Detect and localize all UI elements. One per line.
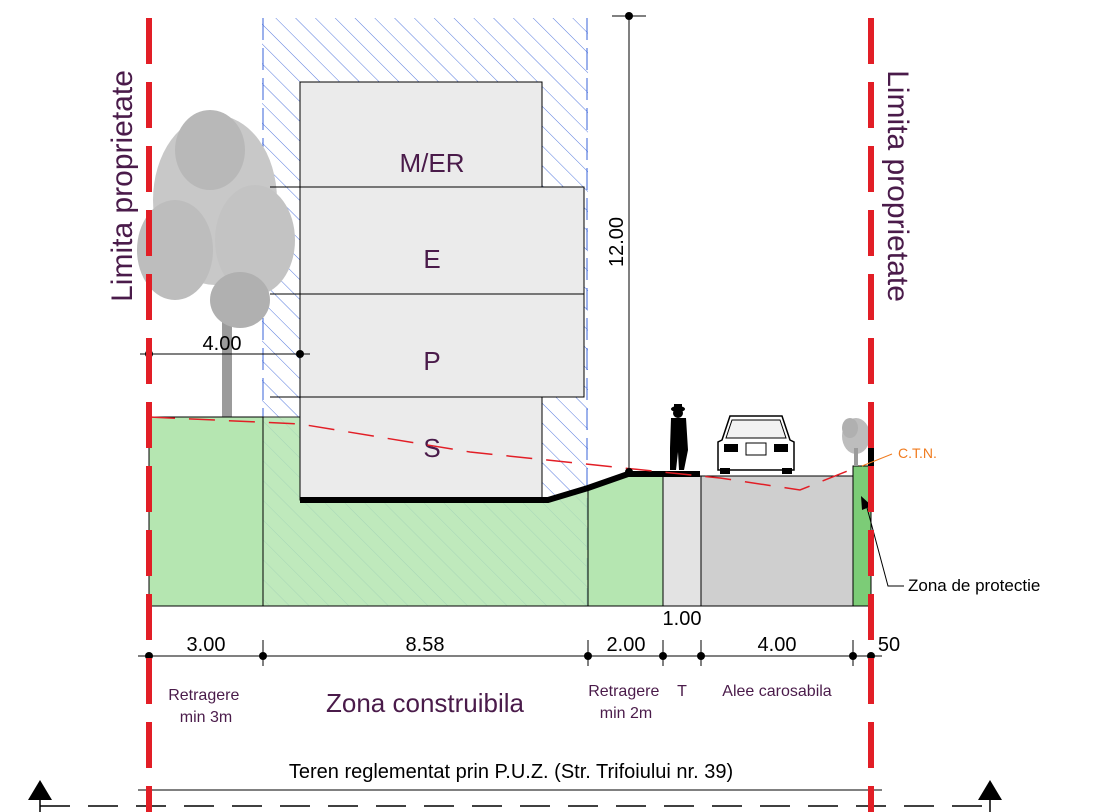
zone-label-retragere-2: Retragere min 2m (588, 683, 664, 722)
zone-label-alee: Alee carosabila (722, 683, 832, 700)
setback-dim-label: 4.00 (203, 333, 242, 355)
height-dim-label: 12.00 (606, 217, 628, 267)
zone-label-retragere-3: Retragere min 3m (168, 687, 244, 726)
zone-label-constructibila: Zona construibila (326, 688, 525, 718)
zone-label-t: T (677, 683, 687, 700)
dim-label-2: 2.00 (607, 634, 646, 656)
section-arrow-icon (978, 780, 1002, 800)
ctn-label: C.T.N. (898, 445, 937, 461)
floor-label-e: E (423, 244, 440, 274)
floor-label-p: P (423, 346, 440, 376)
shrub-icon (842, 418, 874, 484)
dim-label-1: 8.58 (406, 634, 445, 656)
dimension-chain (138, 640, 882, 666)
boundary-label-left: Limita proprietate (106, 70, 139, 302)
building (270, 81, 585, 501)
boundary-label-right: Limita proprietate (881, 70, 914, 302)
dim-label-0: 3.00 (187, 634, 226, 656)
natural-terrain-line (148, 416, 861, 491)
tree-icon (137, 110, 295, 418)
dim-label-5: 50 (878, 634, 900, 656)
floor-label-mer: M/ER (400, 148, 465, 178)
road (700, 475, 854, 607)
person-icon (670, 404, 688, 470)
protection-label: Zona de protectie (908, 576, 1040, 595)
terrain-label: Teren reglementat prin P.U.Z. (Str. Trif… (289, 761, 733, 783)
section-arrow-icon (28, 780, 52, 800)
green-zone-setback (587, 473, 664, 607)
green-zone-left (148, 416, 264, 607)
floor-label-s: S (423, 433, 440, 463)
ctn-leader (861, 453, 893, 467)
dim-label-4: 4.00 (758, 634, 797, 656)
foundation-line (300, 471, 700, 503)
sidewalk-dim-label: 1.00 (663, 608, 702, 630)
sidewalk (662, 475, 702, 607)
car-icon (717, 415, 795, 474)
